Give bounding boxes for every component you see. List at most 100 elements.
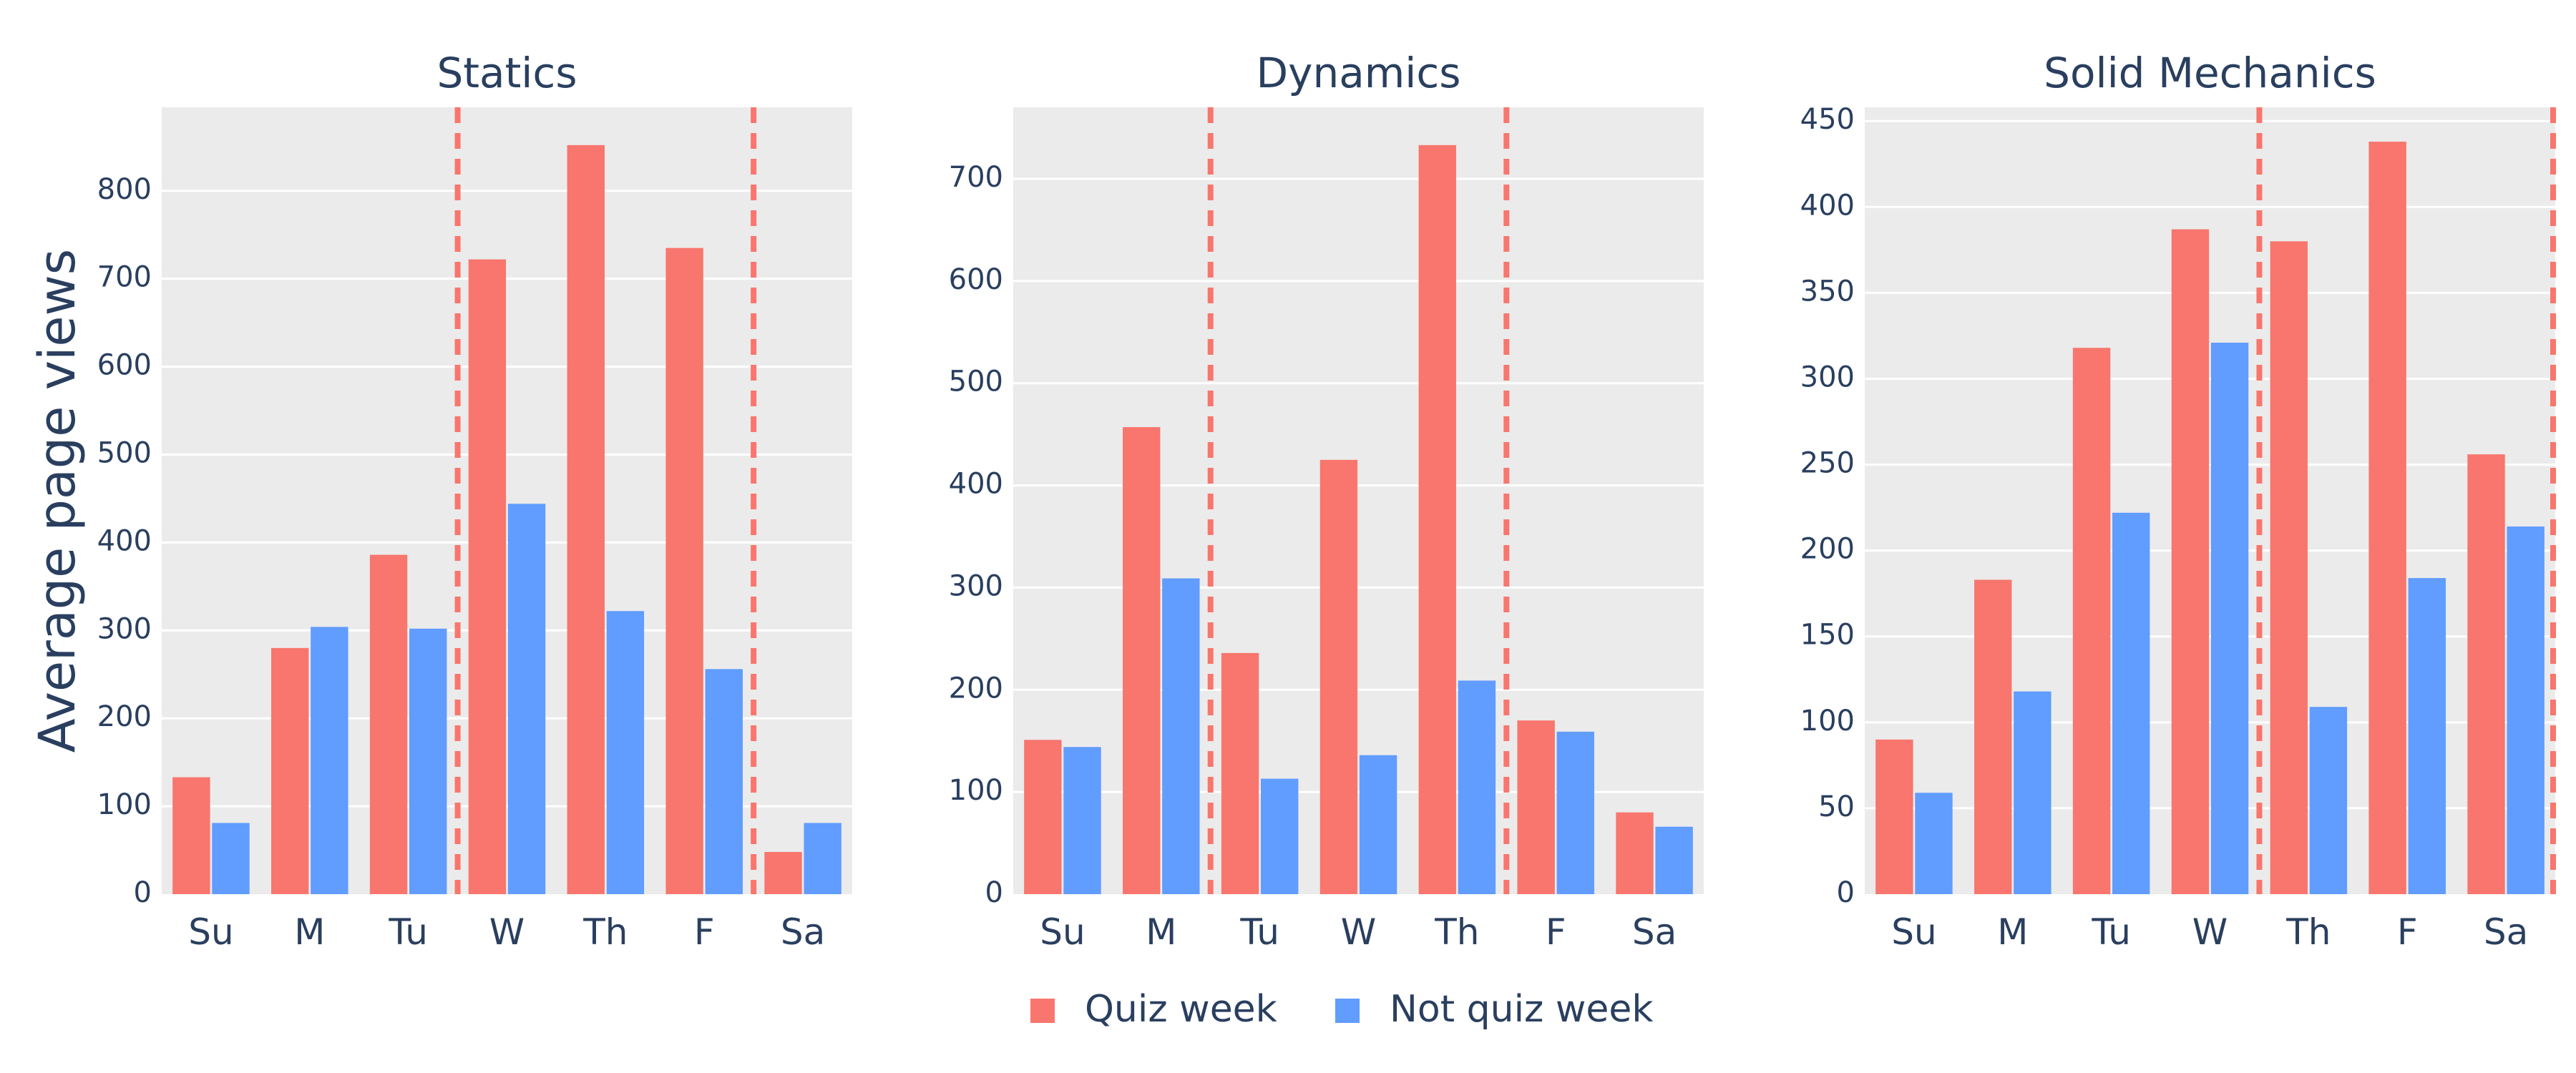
bar-not-quiz-th — [2309, 707, 2348, 894]
y-tick-label: 400 — [1800, 189, 1855, 222]
bar-quiz-m — [1974, 579, 2012, 894]
bar-quiz-su — [172, 777, 210, 894]
legend-label-1: Not quiz week — [1390, 988, 1654, 1031]
bar-not-quiz-sa — [1655, 826, 1693, 894]
bar-not-quiz-f — [2408, 578, 2446, 894]
bar-not-quiz-tu — [1261, 778, 1299, 894]
x-tick-label: W — [2192, 911, 2228, 953]
y-tick-label: 450 — [1800, 103, 1855, 136]
x-tick-label: Sa — [2484, 911, 2528, 953]
legend-label-0: Quiz week — [1085, 988, 1277, 1031]
bar-quiz-w — [1319, 459, 1358, 894]
legend-swatch-0 — [1030, 999, 1055, 1023]
legend: Quiz week Not quiz week — [1030, 988, 1654, 1031]
x-tick-label: W — [1341, 911, 1376, 953]
y-tick-label: 600 — [97, 349, 152, 382]
bar-not-quiz-f — [705, 669, 743, 894]
bar-quiz-tu — [2072, 348, 2111, 895]
bar-quiz-tu — [369, 554, 408, 894]
bar-quiz-th — [2270, 241, 2308, 894]
x-tick-label: Th — [582, 911, 628, 953]
bar-quiz-m — [1123, 427, 1161, 894]
bar-quiz-th — [1418, 144, 1456, 894]
bar-quiz-w — [468, 259, 507, 894]
y-tick-label: 300 — [949, 569, 1003, 602]
bar-not-quiz-th — [1458, 680, 1496, 894]
bar-quiz-su — [1024, 740, 1062, 894]
bar-quiz-su — [1875, 739, 1913, 894]
plot-background — [1013, 107, 1704, 894]
bar-not-quiz-w — [507, 504, 546, 894]
y-tick-label: 700 — [949, 161, 1003, 194]
y-tick-label: 200 — [949, 672, 1003, 705]
y-tick-label: 50 — [1818, 790, 1855, 823]
bar-not-quiz-w — [1359, 755, 1397, 894]
y-tick-label: 0 — [985, 876, 1003, 909]
bar-not-quiz-su — [1063, 747, 1101, 894]
bar-quiz-sa — [764, 852, 802, 894]
y-tick-label: 600 — [949, 263, 1003, 296]
y-tick-label: 100 — [97, 788, 152, 821]
x-tick-label: Sa — [1632, 911, 1677, 953]
bar-quiz-sa — [2467, 454, 2505, 894]
legend-swatch-1 — [1335, 999, 1360, 1023]
x-tick-label: Th — [1434, 911, 1479, 953]
y-tick-label: 700 — [97, 261, 152, 294]
bar-not-quiz-su — [1915, 793, 1953, 894]
y-tick-label: 800 — [97, 173, 152, 206]
bar-not-quiz-sa — [2507, 526, 2545, 894]
x-tick-label: Sa — [781, 911, 825, 953]
y-tick-label: 150 — [1800, 619, 1855, 652]
y-tick-label: 250 — [1800, 447, 1855, 480]
bar-quiz-f — [1517, 720, 1555, 894]
y-tick-label: 200 — [97, 700, 152, 733]
panel-title: Dynamics — [1256, 49, 1460, 97]
x-tick-label: M — [1997, 911, 2028, 953]
plot-background — [1865, 107, 2555, 894]
x-tick-label: F — [694, 911, 715, 953]
x-tick-label: Su — [188, 911, 233, 953]
y-tick-label: 0 — [134, 876, 152, 909]
bar-not-quiz-m — [311, 627, 348, 894]
bar-quiz-w — [2171, 229, 2210, 894]
y-tick-label: 100 — [1800, 705, 1855, 738]
x-tick-label: M — [294, 911, 325, 953]
bar-quiz-f — [2368, 142, 2406, 895]
bar-quiz-tu — [1221, 652, 1259, 894]
bar-quiz-sa — [1616, 812, 1654, 894]
x-tick-label: Su — [1040, 911, 1085, 953]
bar-not-quiz-f — [1556, 731, 1594, 894]
x-tick-label: Th — [2285, 911, 2331, 953]
y-tick-label: 400 — [97, 524, 152, 557]
bar-not-quiz-tu — [2112, 512, 2150, 894]
y-tick-label: 400 — [949, 468, 1003, 501]
x-tick-label: F — [2397, 911, 2418, 953]
panel-title: Statics — [436, 49, 577, 97]
bar-not-quiz-m — [1162, 578, 1200, 894]
x-tick-label: F — [1546, 911, 1566, 953]
x-tick-label: M — [1146, 911, 1176, 953]
x-tick-label: Tu — [2091, 911, 2131, 953]
bar-quiz-f — [665, 248, 703, 894]
x-tick-label: W — [489, 911, 525, 953]
y-tick-label: 350 — [1800, 275, 1855, 308]
x-tick-label: Tu — [1239, 911, 1279, 953]
y-axis-label: Average page views — [28, 249, 87, 753]
bar-not-quiz-su — [212, 823, 250, 894]
plot-background — [162, 107, 852, 894]
bar-quiz-m — [271, 647, 309, 894]
y-tick-label: 300 — [1800, 361, 1855, 393]
panel-title: Solid Mechanics — [2044, 49, 2376, 97]
panel-0: 0 100 200 300 400 500 600 700 800 Su M Tu W Th F Sa Stat… — [97, 49, 852, 953]
panel-2: 0 50 100 150 200 250 300 350 400 450 Su M Tu W Th F Sa So… — [1800, 49, 2556, 953]
bar-not-quiz-tu — [409, 628, 447, 894]
y-tick-label: 500 — [97, 436, 152, 469]
y-tick-label: 300 — [97, 612, 152, 645]
y-tick-label: 0 — [1837, 876, 1855, 909]
y-tick-label: 500 — [949, 366, 1003, 398]
bar-not-quiz-m — [2014, 691, 2051, 894]
bar-not-quiz-th — [606, 611, 645, 894]
y-tick-label: 200 — [1800, 533, 1855, 566]
